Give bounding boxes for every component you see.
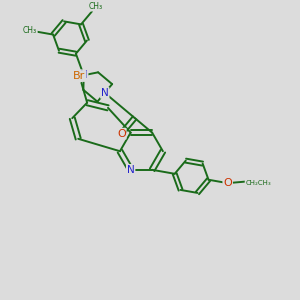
Text: N: N (101, 88, 109, 98)
Text: Br: Br (73, 71, 86, 81)
Text: CH₃: CH₃ (23, 26, 37, 35)
Text: O: O (117, 129, 126, 139)
Text: CH₃: CH₃ (89, 2, 103, 11)
Text: O: O (223, 178, 232, 188)
Text: N: N (80, 70, 88, 80)
Text: CH₂CH₃: CH₂CH₃ (245, 180, 271, 186)
Text: N: N (127, 165, 135, 175)
